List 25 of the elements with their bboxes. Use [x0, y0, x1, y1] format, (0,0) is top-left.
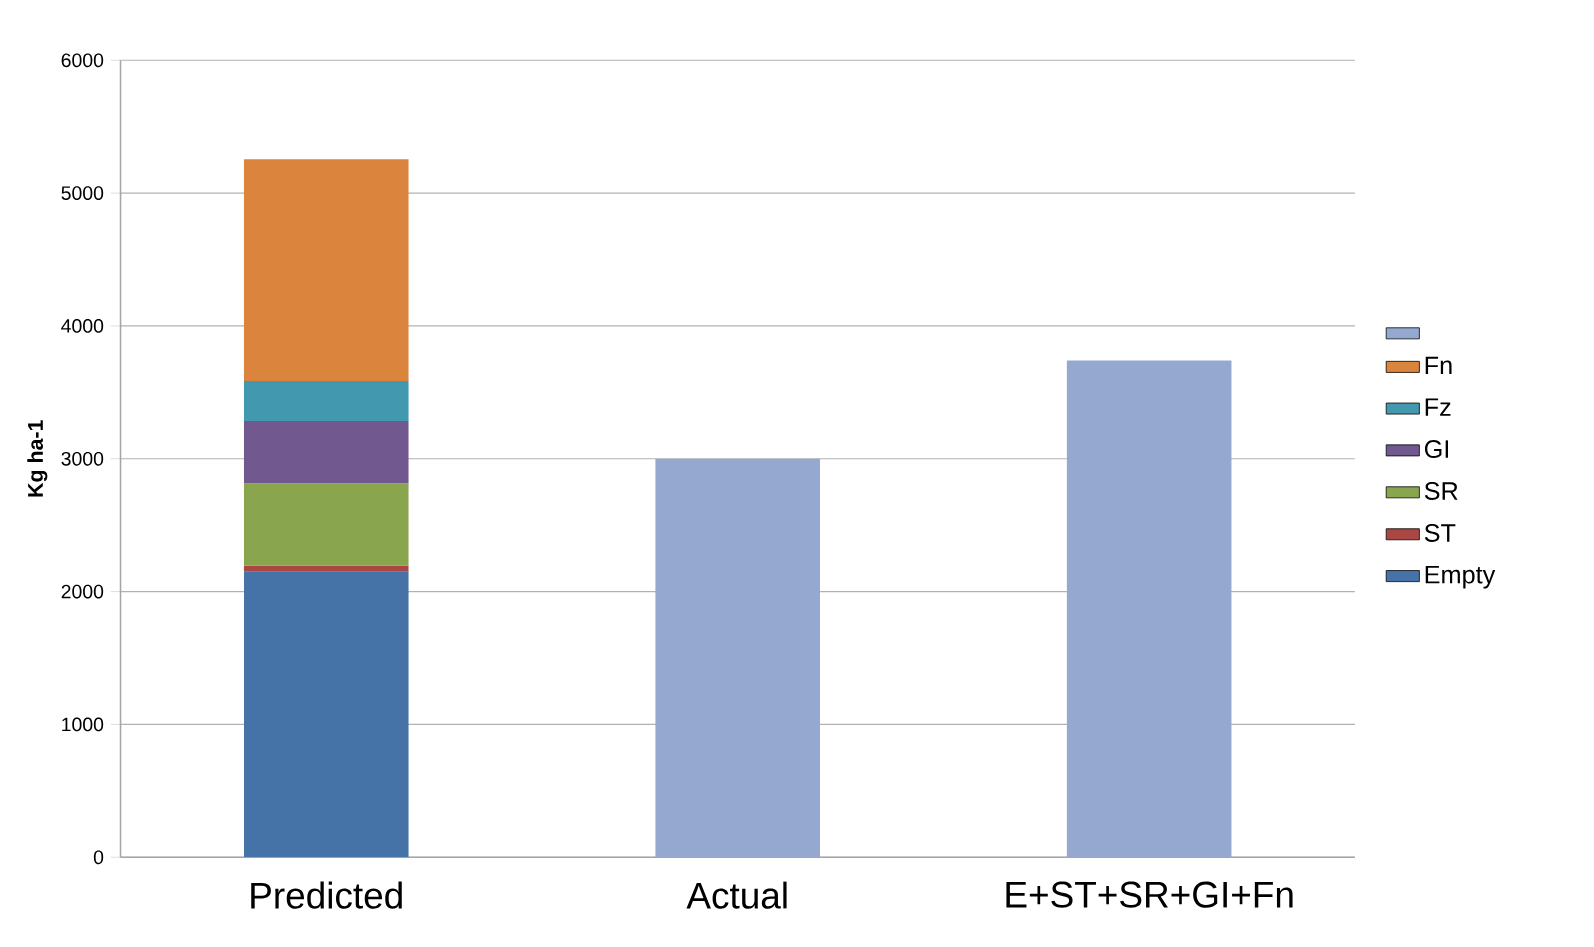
- legend-label: Fn: [1425, 356, 1452, 375]
- y-tick-label: 2000: [61, 584, 104, 599]
- legend-label: SR: [1424, 482, 1458, 501]
- bar: [243, 381, 409, 422]
- bar: [243, 159, 409, 382]
- x-tick-label: Actual: [686, 881, 787, 909]
- y-tick-label: 6000: [61, 53, 104, 68]
- y-tick-label: 4000: [61, 319, 104, 333]
- legend-label: ST: [1424, 524, 1456, 543]
- legend-label: GI: [1424, 440, 1449, 459]
- y-axis-title: Kg ha-1: [27, 420, 48, 497]
- y-tick-label: 5000: [61, 186, 104, 201]
- bar: [243, 565, 409, 572]
- legend-label: Empty: [1425, 566, 1496, 589]
- bar: [243, 421, 409, 484]
- bar: [243, 483, 409, 566]
- legend-label: Fz: [1425, 398, 1451, 416]
- y-tick-label: 1000: [62, 717, 104, 732]
- x-tick-label: Predicted: [251, 881, 402, 909]
- bar: [1066, 360, 1232, 858]
- bar: [655, 458, 820, 858]
- y-tick-label: 0: [93, 850, 104, 865]
- y-tick-label: 3000: [61, 452, 104, 466]
- bar: [243, 571, 409, 858]
- x-tick-label: E+ST+SR+GI+Fn: [1006, 881, 1293, 908]
